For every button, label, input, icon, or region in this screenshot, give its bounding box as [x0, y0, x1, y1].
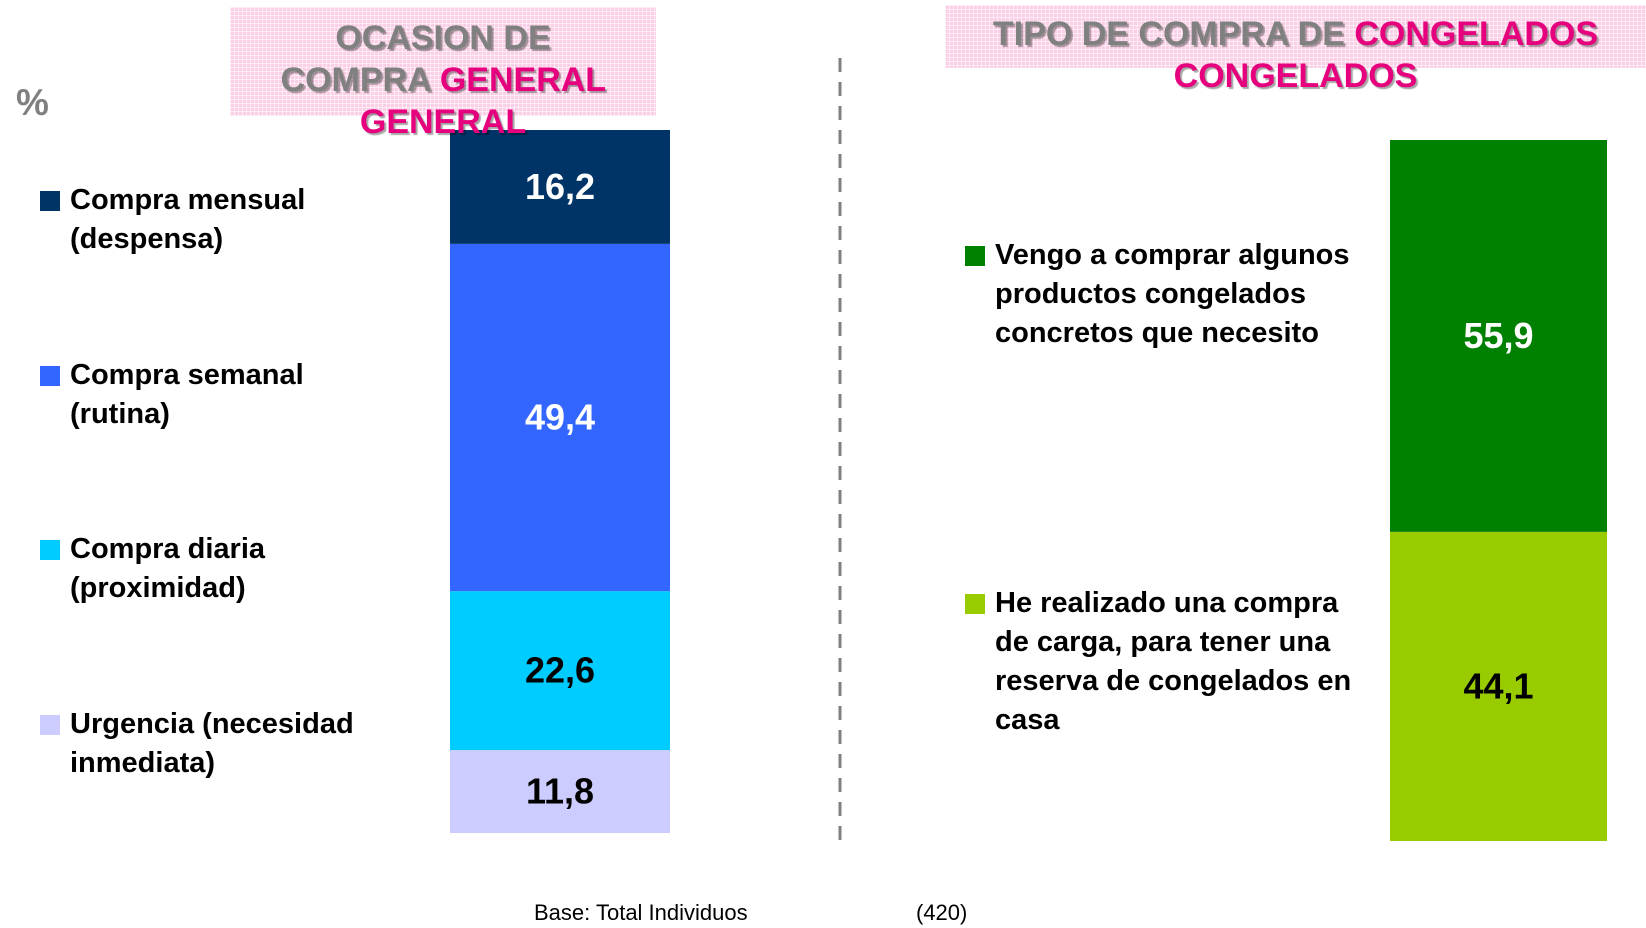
- legend-label: Urgencia (necesidad inmediata): [70, 708, 354, 779]
- value-label: 44,1: [1463, 665, 1533, 706]
- value-label: 16,2: [525, 166, 595, 207]
- bar-segment: [1390, 140, 1607, 532]
- value-label: 11,8: [526, 771, 594, 812]
- legend-item: Vengo a comprar algunos productos congel…: [965, 236, 1365, 353]
- value-label: 22,6: [525, 650, 595, 691]
- legend-label: Compra diaria (proximidad): [70, 533, 265, 604]
- legend-swatch: [40, 715, 60, 735]
- unit-label: %: [16, 82, 49, 123]
- title-part: CONGELADOS: [1173, 57, 1418, 95]
- legend-swatch: [965, 246, 985, 266]
- title-part: CONGELADOS: [1354, 15, 1599, 53]
- legend-item: Compra semanal (rutina): [40, 356, 380, 434]
- title-part: GENERAL: [359, 103, 527, 141]
- bar-segment: [450, 130, 670, 244]
- legend-label: Compra semanal (rutina): [70, 359, 304, 430]
- title-part: OCASION DE: [335, 19, 551, 57]
- legend-label: Compra mensual (despensa): [70, 184, 306, 255]
- title-part: COMPRA: [280, 61, 431, 99]
- legend-swatch: [40, 540, 60, 560]
- chart-title: OCASION DE COMPRA GENERAL GENERAL: [230, 7, 656, 141]
- title-part: GENERAL: [439, 61, 606, 99]
- legend-item: Urgencia (necesidad inmediata): [40, 705, 380, 783]
- legend-item: Compra diaria (proximidad): [40, 530, 380, 608]
- legend-item: Compra mensual (despensa): [40, 181, 380, 259]
- bar-segment: [450, 243, 670, 592]
- bar-segment: [1390, 531, 1607, 841]
- value-label: 49,4: [525, 397, 595, 438]
- value-label: 55,9: [1463, 315, 1533, 356]
- legend-label: He realizado una compra de carga, para t…: [995, 587, 1352, 736]
- legend-item: He realizado una compra de carga, para t…: [965, 584, 1365, 740]
- legend-swatch: [965, 594, 985, 614]
- footer-count: (420): [916, 900, 968, 925]
- bar-segment: [450, 591, 670, 751]
- bar-segment: [450, 750, 670, 833]
- legend-label: Vengo a comprar algunos productos congel…: [995, 239, 1350, 349]
- footer-base: Base: Total Individuos: [534, 900, 748, 925]
- title-part: TIPO DE COMPRA DE: [992, 15, 1345, 53]
- legend-swatch: [40, 191, 60, 211]
- chart-title: TIPO DE COMPRA DE CONGELADOS CONGELADOS: [945, 5, 1646, 95]
- legend-swatch: [40, 366, 60, 386]
